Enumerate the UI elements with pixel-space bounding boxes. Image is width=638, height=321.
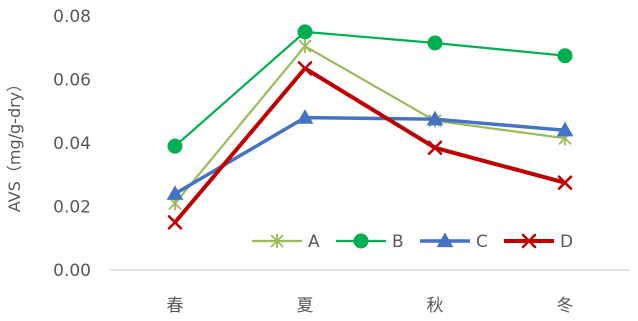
data-point-A [298,39,312,54]
data-point-D [297,61,313,76]
legend-label: A [308,232,320,252]
data-point-B [427,35,443,51]
series-line-C [174,115,566,196]
data-point-D [557,175,573,190]
legend-item-C: C [420,232,488,252]
y-tick-label: 0.04 [53,134,91,154]
legend-marker [353,233,369,249]
legend-item-D: D [504,232,573,252]
series-layer [166,24,574,230]
legend-item-B: B [336,232,404,252]
data-point-D [427,140,443,156]
legend-label: D [560,232,573,252]
x-tick-label: 冬 [557,296,574,316]
legend-label: B [392,232,404,252]
data-point-C [426,110,444,126]
data-point-B [297,24,313,40]
y-axis-title-group: AVS（mg/g-dry） [5,76,24,212]
y-tick-label: 0.06 [53,71,91,91]
legend-label: C [476,232,488,252]
data-point-D [167,215,183,230]
y-tick-label: 0.08 [53,7,91,27]
series-D [167,61,573,230]
y-axis-title: AVS（mg/g-dry） [5,76,24,212]
x-tick-label: 春 [167,296,184,316]
y-tick-label: 0.00 [53,261,91,281]
series-line-B [174,30,566,148]
y-tick-labels: 0.00 0.02 0.04 0.06 0.08 [53,7,91,281]
legend-item-A: A [252,232,320,252]
legend-marker [436,232,454,248]
legend-marker [521,233,537,249]
x-tick-label: 秋 [427,296,444,316]
data-point-B [557,48,573,64]
y-tick-label: 0.02 [53,198,91,218]
series-C [166,109,574,200]
legend: A B C D [252,232,573,252]
series-line-D [173,66,566,224]
series-line-A [174,45,566,205]
x-tick-labels: 春夏秋冬 [167,296,574,316]
data-point-C [296,109,314,124]
series-B [167,24,573,154]
legend-marker [270,234,284,248]
data-point-C [556,121,574,137]
data-point-C [166,185,184,200]
x-tick-label: 夏 [297,296,314,316]
data-point-B [167,138,183,154]
